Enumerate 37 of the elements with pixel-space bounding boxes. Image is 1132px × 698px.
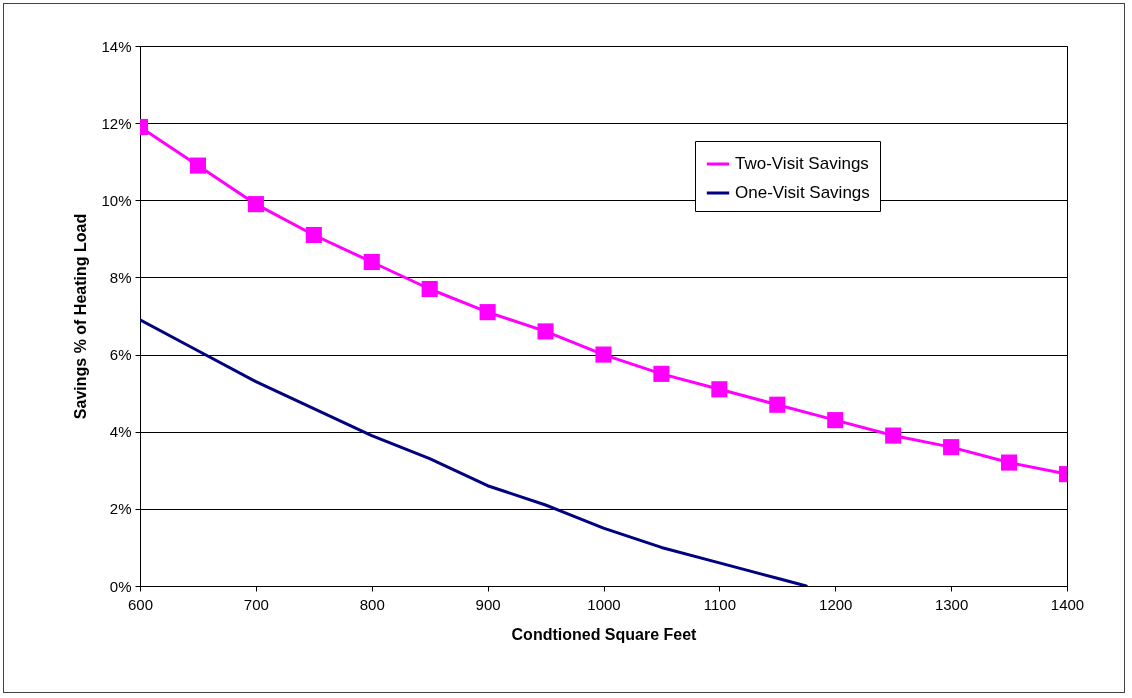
- x-axis-title: Condtioned Square Feet: [511, 625, 698, 643]
- point: [769, 396, 786, 413]
- y-tick-label: 0%: [109, 577, 132, 595]
- point: [421, 280, 438, 298]
- point: [363, 253, 380, 271]
- point: [827, 412, 844, 429]
- point: [653, 365, 670, 382]
- legend-label: Two-Visit Savings: [735, 154, 869, 173]
- x-tick-label: 1000: [587, 595, 621, 613]
- point: [537, 323, 554, 340]
- y-tick-label: 10%: [101, 191, 132, 209]
- y-tick-label: 2%: [109, 500, 132, 518]
- x-tick-label: 900: [475, 595, 501, 613]
- x-tick-label: 1200: [819, 595, 853, 613]
- y-axis-title: Savings % of Heating Load: [72, 213, 90, 420]
- x-tick-label: 600: [127, 595, 154, 613]
- x-tick-label: 1100: [703, 595, 737, 613]
- y-tick-label: 8%: [109, 268, 132, 286]
- y-tick-label: 12%: [101, 114, 132, 132]
- x-tick-label: 700: [243, 595, 269, 613]
- y-tick-label: 4%: [109, 423, 132, 441]
- x-tick-label: 1300: [934, 595, 969, 613]
- point: [885, 427, 902, 444]
- x-tick-label: 1400: [1050, 595, 1085, 613]
- point: [1001, 454, 1018, 471]
- line-series: [140, 318, 808, 586]
- point: [595, 346, 612, 363]
- x-tick-label: 800: [359, 595, 385, 613]
- y-tick-label: 6%: [109, 346, 132, 364]
- legend-label: One-Visit Savings: [735, 183, 870, 202]
- point: [711, 381, 728, 398]
- point: [943, 439, 960, 456]
- point: [305, 226, 322, 244]
- point: [189, 157, 206, 174]
- y-tick-label: 14%: [101, 37, 132, 55]
- point: [479, 304, 496, 321]
- point: [247, 196, 264, 213]
